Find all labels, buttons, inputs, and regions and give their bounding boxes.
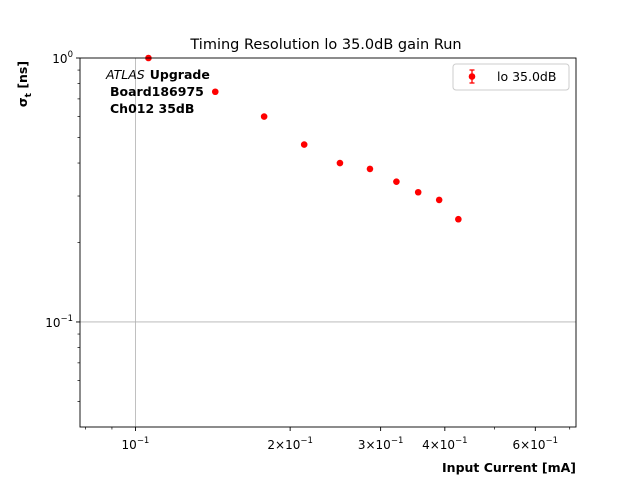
y-axis-label-sub: t: [24, 92, 34, 97]
x-tick-label-base: 3×10: [358, 438, 391, 452]
x-tick-label-exp: −1: [455, 436, 468, 446]
x-tick-label: 3×10−1: [358, 436, 404, 452]
legend-marker-icon: [468, 73, 476, 80]
y-tick-label: 10−1: [45, 314, 73, 330]
upgrade-label: Upgrade: [150, 67, 210, 82]
x-tick-label-base: 10: [122, 438, 137, 452]
atlas-label: ATLAS: [105, 67, 145, 82]
data-point: [393, 178, 400, 185]
data-point: [211, 88, 219, 96]
x-tick-label-base: 4×10: [422, 438, 455, 452]
atlas-label-line: ATLAS Upgrade: [105, 67, 210, 82]
y-axis-label-unit: [ns]: [15, 61, 30, 93]
x-tick-label-exp: −1: [546, 436, 559, 446]
board-label: Board186975: [110, 84, 204, 99]
y-tick-label: 100: [52, 50, 73, 66]
legend-label: lo 35.0dB: [497, 69, 556, 84]
y-tick-label-base: 10: [52, 52, 67, 66]
x-tick-label: 2×10−1: [267, 436, 313, 452]
data-point: [300, 141, 308, 148]
x-tick-label-exp: −1: [137, 436, 150, 446]
x-tick-label-base: 6×10: [513, 438, 546, 452]
x-axis-label: Input Current [mA]: [442, 460, 576, 475]
x-tick-label-exp: −1: [300, 436, 313, 446]
legend-box: [452, 63, 570, 91]
atlas-annotation: ATLAS Upgrade Board186975 Ch012 35dB: [105, 67, 210, 116]
data-point: [435, 196, 443, 204]
data-point: [366, 165, 374, 173]
y-axis-label: σt [ns]: [15, 61, 34, 107]
data-point: [260, 113, 268, 120]
grid: [80, 58, 576, 427]
y-tick-label-exp: 0: [68, 50, 73, 60]
x-tick-label-exp: −1: [391, 436, 404, 446]
legend: lo 35.0dB: [452, 63, 570, 91]
x-tick-label: 10−1: [122, 436, 150, 452]
x-tick-label: 6×10−1: [513, 436, 559, 452]
y-tick-label-base: 10: [45, 316, 60, 330]
y-tick-label-exp: −1: [60, 314, 73, 324]
data-point: [455, 215, 462, 223]
y-axis-label-main: σ: [15, 97, 30, 107]
x-tick-label: 4×10−1: [422, 436, 468, 452]
x-tick-label-base: 2×10: [267, 438, 300, 452]
data-point: [336, 159, 344, 167]
chart-title: Timing Resolution lo 35.0dB gain Run: [189, 37, 461, 53]
channel-label: Ch012 35dB: [110, 101, 194, 116]
data-point: [414, 188, 422, 196]
